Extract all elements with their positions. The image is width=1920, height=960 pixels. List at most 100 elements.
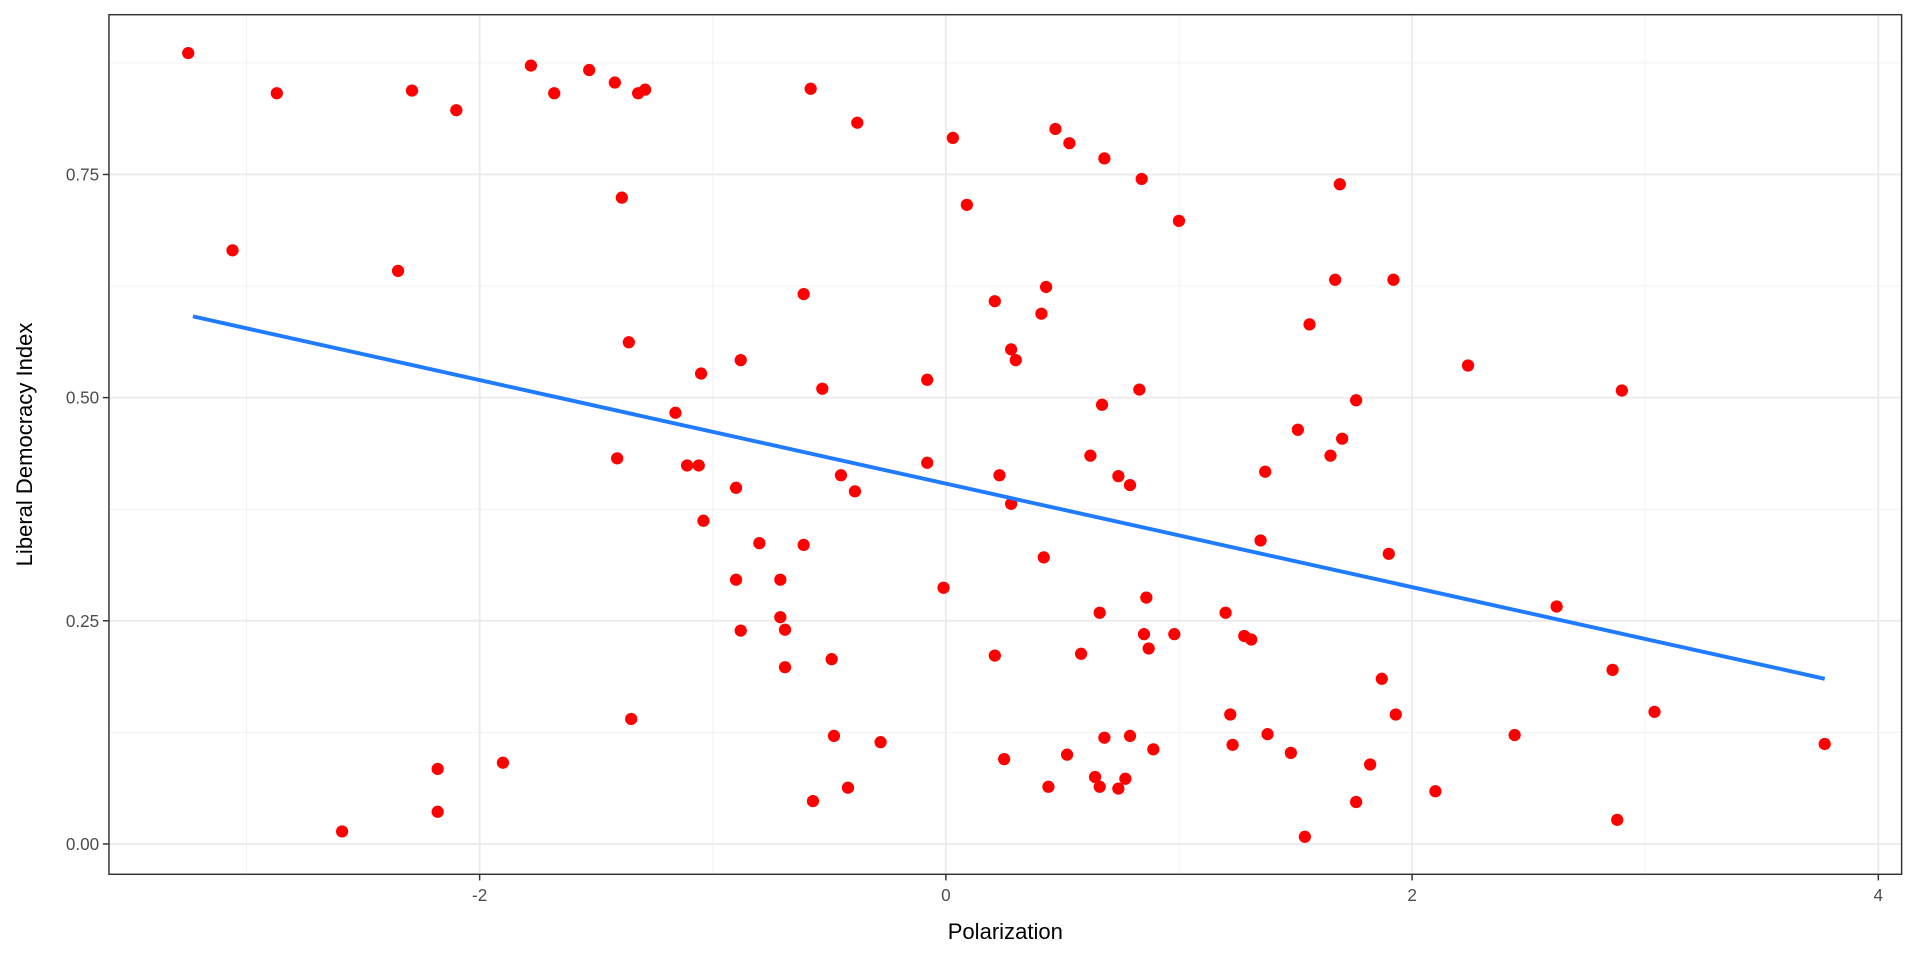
data-point <box>1095 398 1109 411</box>
data-point <box>1298 830 1311 843</box>
data-point <box>1550 600 1563 613</box>
y-tick-label: 0.00 <box>66 834 99 854</box>
plot-panel-border <box>108 13 1903 876</box>
data-point <box>548 87 561 100</box>
data-point <box>1818 737 1831 751</box>
data-point <box>1648 705 1661 718</box>
data-point <box>680 459 694 472</box>
data-point <box>921 373 934 386</box>
data-point <box>1259 465 1272 478</box>
data-point <box>1254 534 1267 547</box>
data-point <box>1063 137 1076 150</box>
data-point <box>993 469 1006 482</box>
data-point <box>1389 708 1402 721</box>
data-point <box>1123 729 1137 743</box>
data-point <box>825 653 838 666</box>
data-point <box>1112 470 1125 483</box>
data-point <box>583 63 596 77</box>
data-point <box>797 538 810 552</box>
data-point <box>1291 423 1304 436</box>
data-point <box>1123 478 1137 492</box>
data-point <box>734 354 747 367</box>
data-point <box>1429 785 1442 798</box>
x-tick-label: 0 <box>941 885 951 905</box>
data-point <box>335 825 349 838</box>
data-point <box>1172 214 1186 228</box>
data-point <box>1133 383 1146 396</box>
data-point <box>625 712 638 726</box>
data-point <box>1284 746 1297 760</box>
y-tick-label: 0.75 <box>66 165 99 185</box>
data-point <box>988 295 1001 308</box>
y-tick-label: 0.25 <box>66 611 99 631</box>
data-point <box>639 83 652 96</box>
data-point <box>608 76 621 89</box>
data-point <box>1137 628 1151 641</box>
regression-line <box>192 314 1826 681</box>
data-point <box>1084 449 1097 462</box>
data-point <box>1329 273 1342 286</box>
data-point <box>1039 280 1053 294</box>
data-point <box>1119 772 1132 785</box>
data-point <box>753 537 766 550</box>
data-point <box>834 469 848 482</box>
data-point <box>848 485 862 498</box>
data-point <box>615 191 628 204</box>
data-point <box>816 382 829 395</box>
data-point <box>1324 449 1337 462</box>
data-point <box>391 264 405 277</box>
y-axis-title: Liberal Democracy Index <box>12 323 37 567</box>
data-point <box>1074 647 1088 660</box>
data-point <box>734 624 747 637</box>
data-point <box>692 459 705 472</box>
data-point <box>226 244 239 257</box>
data-point <box>874 736 887 749</box>
x-tick-label: -2 <box>472 885 487 905</box>
data-point <box>1142 642 1155 655</box>
data-point <box>1508 728 1521 742</box>
data-point <box>988 649 1001 662</box>
data-point <box>778 661 792 674</box>
data-point <box>774 611 787 624</box>
data-point <box>841 781 855 794</box>
data-point <box>1219 606 1232 619</box>
data-point <box>524 59 538 72</box>
data-point <box>1375 672 1388 685</box>
data-point <box>1093 606 1106 619</box>
data-point <box>1147 743 1160 756</box>
data-point <box>1226 738 1239 751</box>
points <box>182 46 1831 843</box>
x-axis-title: Polarization <box>948 919 1063 944</box>
data-point <box>669 406 682 419</box>
data-point <box>851 116 864 129</box>
data-point <box>1098 731 1111 744</box>
data-point <box>431 805 444 818</box>
data-point <box>1350 795 1363 809</box>
y-tick-label: 0.50 <box>66 388 99 408</box>
data-point <box>806 794 820 808</box>
data-point <box>1135 172 1148 186</box>
data-point <box>1009 354 1022 367</box>
data-point <box>1224 708 1237 721</box>
data-point <box>1303 318 1316 331</box>
data-point <box>450 104 463 117</box>
data-point <box>1098 152 1111 165</box>
data-point <box>1350 394 1363 407</box>
data-point <box>1060 748 1074 761</box>
data-point <box>431 762 444 776</box>
data-point <box>1364 758 1377 771</box>
data-point <box>1168 628 1181 641</box>
data-point <box>774 573 787 586</box>
data-point <box>729 573 743 586</box>
data-point <box>778 623 792 636</box>
data-point <box>622 336 635 349</box>
data-point <box>405 84 419 97</box>
data-point <box>611 452 624 465</box>
data-point <box>697 514 710 527</box>
data-point <box>1005 343 1018 356</box>
data-point <box>946 131 959 144</box>
data-point <box>797 287 810 301</box>
x-tick-label: 4 <box>1874 885 1884 905</box>
data-point <box>804 82 817 95</box>
